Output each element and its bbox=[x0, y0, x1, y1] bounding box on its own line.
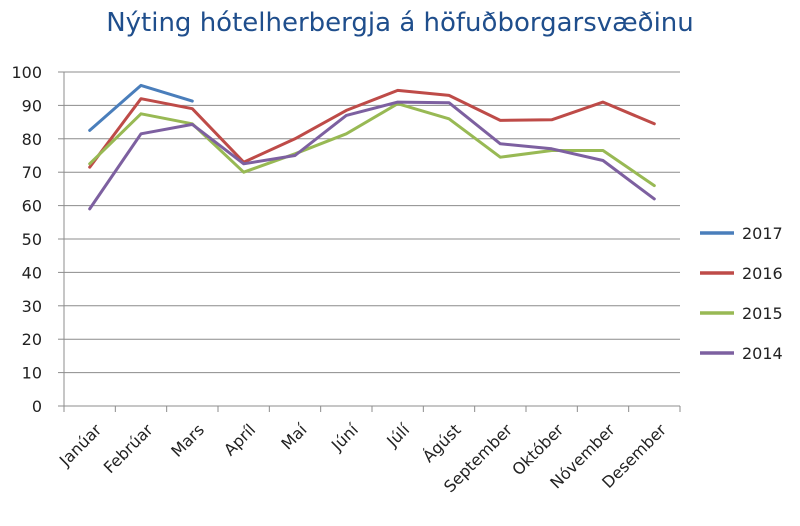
y-tick-label: 80 bbox=[22, 130, 42, 149]
legend: 2017 2016 2015 2014 bbox=[700, 224, 783, 363]
x-tick-label: Janúar bbox=[55, 420, 106, 471]
x-tick-label: Maí bbox=[277, 420, 311, 454]
series-line-2016 bbox=[88, 88, 656, 169]
axes bbox=[58, 71, 681, 412]
x-tick-label: Apríl bbox=[220, 420, 259, 459]
legend-label-2017: 2017 bbox=[742, 224, 783, 243]
y-tick-label: 30 bbox=[22, 297, 42, 316]
series-line-2014 bbox=[88, 100, 656, 211]
x-tick-label: Júlí bbox=[382, 420, 413, 451]
y-tick-label: 10 bbox=[22, 364, 42, 383]
y-tick-label: 60 bbox=[22, 197, 42, 216]
y-tick-label: 90 bbox=[22, 96, 42, 115]
legend-label-2014: 2014 bbox=[742, 344, 783, 363]
x-tick-label: Júní bbox=[327, 420, 362, 455]
y-tick-label: 70 bbox=[22, 163, 42, 182]
y-tick-label: 40 bbox=[22, 263, 42, 282]
x-tick-label: Mars bbox=[167, 420, 208, 461]
y-tick-label: 50 bbox=[22, 230, 42, 249]
x-tick-label: Febrúar bbox=[100, 420, 157, 477]
legend-label-2015: 2015 bbox=[742, 304, 783, 323]
y-tick-label: 0 bbox=[32, 397, 42, 416]
series-line-2017 bbox=[88, 83, 194, 132]
gridlines bbox=[64, 71, 680, 374]
legend-label-2016: 2016 bbox=[742, 264, 783, 283]
series-line-2015 bbox=[88, 102, 656, 188]
y-tick-labels: 0 10 20 30 40 50 60 70 80 90 100 bbox=[11, 63, 42, 416]
x-tick-label: Ágúst bbox=[419, 420, 465, 466]
series-lines bbox=[88, 83, 656, 211]
chart-title: Nýting hótelherbergja á höfuðborgarsvæði… bbox=[106, 8, 694, 38]
y-tick-label: 100 bbox=[11, 63, 42, 82]
y-tick-label: 20 bbox=[22, 330, 42, 349]
